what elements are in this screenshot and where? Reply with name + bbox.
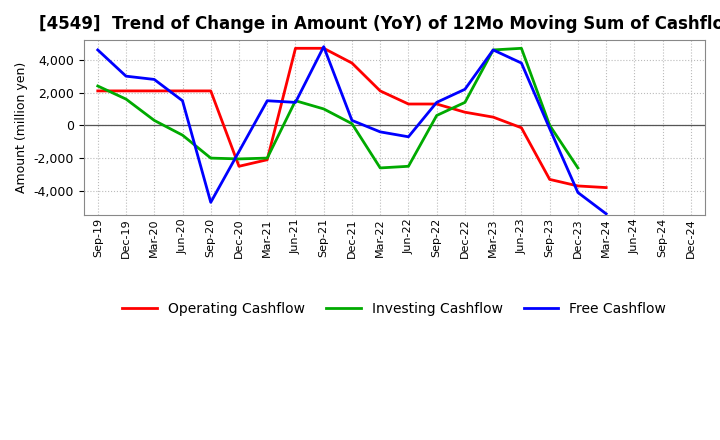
Investing Cashflow [433,113,441,118]
Operating Cashflow [433,101,441,106]
Investing Cashflow [235,156,243,161]
Investing Cashflow [404,164,413,169]
Operating Cashflow [207,88,215,94]
Free Cashflow [150,77,158,82]
Investing Cashflow [122,96,130,102]
Investing Cashflow [150,118,158,123]
Title: [4549]  Trend of Change in Amount (YoY) of 12Mo Moving Sum of Cashflows: [4549] Trend of Change in Amount (YoY) o… [39,15,720,33]
Operating Cashflow [291,46,300,51]
Operating Cashflow [122,88,130,94]
Operating Cashflow [517,125,526,130]
Operating Cashflow [178,88,186,94]
Investing Cashflow [574,165,582,171]
Investing Cashflow [348,121,356,126]
Free Cashflow [404,134,413,139]
Free Cashflow [178,98,186,103]
Free Cashflow [376,129,384,135]
Free Cashflow [489,48,498,53]
Free Cashflow [122,73,130,79]
Investing Cashflow [207,155,215,161]
Free Cashflow [348,118,356,123]
Investing Cashflow [545,123,554,128]
Legend: Operating Cashflow, Investing Cashflow, Free Cashflow: Operating Cashflow, Investing Cashflow, … [117,296,672,321]
Operating Cashflow [94,88,102,94]
Operating Cashflow [348,60,356,66]
Free Cashflow [545,126,554,131]
Operating Cashflow [320,46,328,51]
Line: Operating Cashflow: Operating Cashflow [98,48,606,187]
Free Cashflow [235,149,243,154]
Free Cashflow [461,87,469,92]
Operating Cashflow [489,114,498,120]
Free Cashflow [207,200,215,205]
Free Cashflow [517,60,526,66]
Investing Cashflow [517,46,526,51]
Free Cashflow [433,100,441,105]
Operating Cashflow [376,88,384,94]
Line: Investing Cashflow: Investing Cashflow [98,48,578,168]
Free Cashflow [94,48,102,53]
Free Cashflow [574,190,582,195]
Investing Cashflow [489,48,498,53]
Free Cashflow [263,98,271,103]
Line: Free Cashflow: Free Cashflow [98,47,606,214]
Y-axis label: Amount (million yen): Amount (million yen) [15,62,28,194]
Investing Cashflow [291,98,300,103]
Investing Cashflow [461,100,469,105]
Investing Cashflow [263,155,271,161]
Operating Cashflow [574,183,582,189]
Operating Cashflow [545,177,554,182]
Free Cashflow [602,211,611,216]
Operating Cashflow [235,164,243,169]
Investing Cashflow [178,132,186,138]
Free Cashflow [320,44,328,49]
Operating Cashflow [150,88,158,94]
Investing Cashflow [94,83,102,88]
Operating Cashflow [404,101,413,106]
Operating Cashflow [461,110,469,115]
Free Cashflow [291,100,300,105]
Operating Cashflow [263,157,271,162]
Investing Cashflow [320,106,328,112]
Operating Cashflow [602,185,611,190]
Investing Cashflow [376,165,384,171]
